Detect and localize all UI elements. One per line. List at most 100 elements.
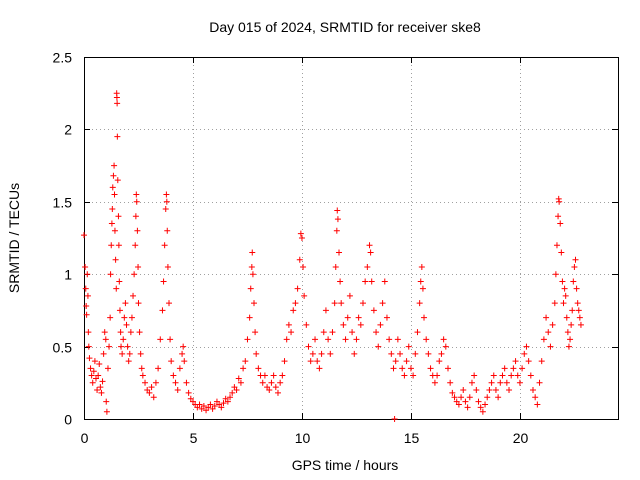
data-point bbox=[417, 278, 424, 285]
data-point bbox=[332, 263, 339, 270]
data-point bbox=[561, 285, 568, 292]
data-point bbox=[576, 314, 583, 321]
data-point bbox=[567, 336, 574, 343]
data-point bbox=[568, 321, 575, 328]
data-point bbox=[161, 242, 168, 249]
data-point bbox=[368, 278, 375, 285]
data-point bbox=[259, 379, 266, 386]
data-point bbox=[88, 372, 95, 379]
data-point bbox=[296, 256, 303, 263]
data-point bbox=[334, 207, 341, 214]
data-point bbox=[86, 355, 93, 362]
data-point bbox=[106, 343, 113, 350]
data-point bbox=[357, 321, 364, 328]
data-point bbox=[142, 379, 149, 386]
data-point bbox=[166, 300, 173, 307]
data-point bbox=[124, 343, 131, 350]
data-point bbox=[503, 379, 510, 386]
data-point bbox=[484, 394, 491, 401]
data-point bbox=[155, 365, 162, 372]
data-point bbox=[460, 387, 467, 394]
data-point bbox=[423, 336, 430, 343]
data-point bbox=[104, 365, 111, 372]
data-point bbox=[405, 343, 412, 350]
data-point bbox=[253, 350, 260, 357]
data-point bbox=[82, 263, 89, 270]
y-tick-label: 2 bbox=[64, 122, 72, 138]
data-point bbox=[556, 198, 563, 205]
data-point bbox=[97, 384, 104, 391]
data-point bbox=[490, 372, 497, 379]
data-point bbox=[168, 358, 175, 365]
data-point bbox=[237, 379, 244, 386]
data-point bbox=[388, 350, 395, 357]
data-point bbox=[163, 198, 170, 205]
y-tick-label: 1.5 bbox=[53, 195, 73, 211]
data-point bbox=[96, 360, 103, 367]
data-point bbox=[370, 307, 377, 314]
data-point bbox=[174, 387, 181, 394]
data-point bbox=[113, 94, 120, 101]
data-point bbox=[136, 329, 143, 336]
data-point bbox=[235, 375, 242, 382]
data-point bbox=[527, 372, 534, 379]
data-point bbox=[488, 379, 495, 386]
data-point bbox=[344, 314, 351, 321]
data-point bbox=[281, 358, 288, 365]
data-point bbox=[249, 249, 256, 256]
data-point bbox=[185, 389, 192, 396]
data-point bbox=[373, 329, 380, 336]
data-point bbox=[110, 172, 117, 179]
data-point bbox=[547, 343, 554, 350]
data-point bbox=[283, 336, 290, 343]
data-point bbox=[574, 300, 581, 307]
data-point bbox=[572, 256, 579, 263]
data-point bbox=[160, 278, 167, 285]
data-point bbox=[115, 242, 122, 249]
data-point bbox=[111, 227, 118, 234]
data-point bbox=[251, 300, 258, 307]
data-point bbox=[132, 213, 139, 220]
data-point bbox=[164, 263, 171, 270]
data-point bbox=[248, 263, 255, 270]
data-point bbox=[309, 350, 316, 357]
data-point bbox=[290, 307, 297, 314]
data-point bbox=[137, 350, 144, 357]
data-point bbox=[540, 336, 547, 343]
data-point bbox=[220, 400, 227, 407]
data-point bbox=[115, 213, 122, 220]
data-point bbox=[333, 227, 340, 234]
data-point bbox=[497, 379, 504, 386]
data-point bbox=[462, 398, 469, 405]
data-points bbox=[81, 90, 584, 422]
data-point bbox=[183, 379, 190, 386]
data-point bbox=[451, 394, 458, 401]
data-point bbox=[150, 394, 157, 401]
data-point bbox=[109, 184, 116, 191]
x-axis-label: GPS time / hours bbox=[292, 457, 399, 473]
data-point bbox=[91, 358, 98, 365]
data-point bbox=[111, 162, 118, 169]
data-point bbox=[334, 216, 341, 223]
data-point bbox=[327, 350, 334, 357]
data-point bbox=[135, 263, 142, 270]
data-point bbox=[162, 206, 169, 213]
data-point bbox=[107, 314, 114, 321]
data-point bbox=[421, 314, 428, 321]
data-point bbox=[246, 314, 253, 321]
y-tick-label: 0 bbox=[64, 412, 72, 428]
data-point bbox=[394, 336, 401, 343]
data-point bbox=[303, 321, 310, 328]
data-point bbox=[551, 300, 558, 307]
data-point bbox=[242, 358, 249, 365]
data-point bbox=[274, 389, 281, 396]
data-point bbox=[514, 372, 521, 379]
data-point bbox=[108, 242, 115, 249]
data-point bbox=[116, 278, 123, 285]
data-point bbox=[534, 401, 541, 408]
data-point bbox=[571, 263, 578, 270]
data-point bbox=[381, 278, 388, 285]
data-point bbox=[412, 350, 419, 357]
data-point bbox=[377, 321, 384, 328]
data-point bbox=[170, 372, 177, 379]
